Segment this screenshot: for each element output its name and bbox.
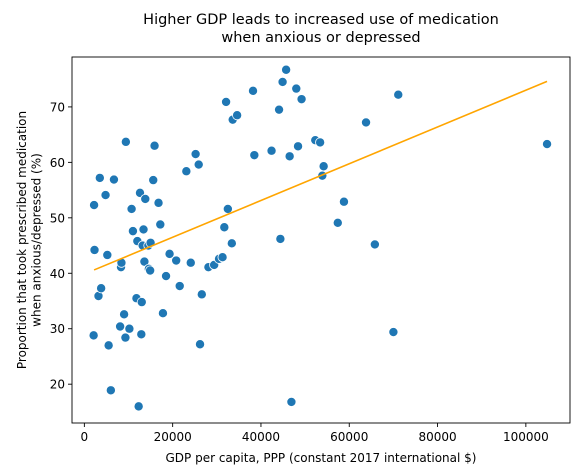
scatter-point: [393, 89, 404, 100]
scatter-point: [185, 257, 196, 268]
scatter-point: [100, 190, 111, 201]
x-tick-label: 60000: [330, 430, 368, 444]
scatter-point: [148, 175, 159, 186]
scatter-point: [136, 329, 147, 340]
scatter-point: [140, 193, 151, 204]
x-tick-label: 100000: [503, 430, 549, 444]
scatter-point: [155, 219, 166, 230]
scatter-point: [232, 110, 243, 121]
y-tick-label: 20: [50, 378, 65, 392]
y-axis-label-line: when anxious/depressed (%): [30, 153, 44, 327]
scatter-point: [291, 83, 302, 94]
scatter-point: [266, 145, 277, 156]
scatter-point: [318, 161, 329, 172]
x-tick-label: 80000: [418, 430, 456, 444]
scatter-point: [171, 255, 182, 266]
scatter-point: [221, 96, 232, 107]
scatter-point: [119, 309, 130, 320]
scatter-point: [219, 222, 230, 233]
scatter-point: [89, 200, 100, 211]
scatter-point: [108, 174, 119, 185]
scatter-point: [286, 396, 297, 407]
scatter-point: [181, 166, 192, 177]
y-tick-label: 70: [50, 100, 65, 114]
x-axis-label: GDP per capita, PPP (constant 2017 inter…: [166, 451, 477, 465]
scatter-point: [369, 239, 380, 250]
scatter-point: [120, 136, 131, 147]
scatter-point: [281, 64, 292, 75]
scatter-point: [388, 327, 399, 338]
scatter-point: [96, 283, 107, 294]
scatter-point: [124, 323, 135, 334]
x-tick-label: 40000: [242, 430, 280, 444]
scatter-point: [89, 244, 100, 255]
chart-title-line: Higher GDP leads to increased use of med…: [143, 12, 499, 28]
scatter-point: [315, 137, 326, 148]
scatter-point: [195, 339, 206, 350]
scatter-point: [193, 159, 204, 170]
scatter-point: [133, 401, 144, 412]
scatter-point: [157, 308, 168, 319]
scatter-point: [105, 385, 116, 396]
scatter-point: [145, 265, 156, 276]
scatter-point: [274, 104, 285, 115]
scatter-point: [361, 117, 372, 128]
scatter-point: [102, 249, 113, 260]
scatter-point: [115, 321, 126, 332]
y-tick-label: 40: [50, 267, 65, 281]
scatter-point: [138, 224, 149, 235]
scatter-point: [338, 196, 349, 207]
scatter-point: [296, 94, 307, 105]
scatter-point: [226, 238, 237, 249]
scatter-point: [332, 217, 343, 228]
scatter-point: [248, 85, 259, 96]
scatter-point: [88, 330, 99, 341]
y-axis-label-line: Proportion that took prescribed medicati…: [15, 111, 29, 369]
y-tick-label: 30: [50, 322, 65, 336]
chart-title: Higher GDP leads to increased use of med…: [143, 12, 499, 46]
scatter-point: [149, 140, 160, 151]
scatter-point: [161, 271, 172, 282]
scatter-point: [127, 226, 138, 237]
scatter-point: [103, 340, 114, 351]
y-tick-label: 60: [50, 156, 65, 170]
x-tick-label: 20000: [154, 430, 192, 444]
scatter-point: [542, 139, 553, 150]
y-tick-label: 50: [50, 211, 65, 225]
y-axis: 20 30 40 50 60 70: [50, 100, 72, 392]
scatter-point: [126, 203, 137, 214]
scatter-point: [275, 233, 286, 244]
chart-title-line: when anxious or depressed: [221, 30, 420, 46]
scatter-point: [174, 281, 185, 292]
scatter-point: [196, 289, 207, 300]
scatter-point: [293, 141, 304, 152]
scatter-point: [277, 76, 288, 87]
plot-area: [88, 64, 553, 412]
scatter-point: [139, 256, 150, 267]
scatter-point: [136, 297, 147, 308]
plot-frame: [71, 56, 571, 424]
scatter-point: [120, 332, 131, 343]
x-tick-label: 0: [81, 430, 89, 444]
scatter-point: [217, 252, 228, 263]
scatter-point: [190, 149, 201, 160]
scatter-point: [249, 150, 260, 161]
scatter-point: [94, 172, 105, 183]
scatter-point: [164, 248, 175, 259]
y-axis-label: Proportion that took prescribed medicati…: [15, 111, 44, 369]
x-axis: 0 20000 40000 60000 80000 100000: [81, 423, 549, 444]
scatter-point: [284, 151, 295, 162]
trend-line: [93, 80, 548, 271]
scatter-point: [153, 197, 164, 208]
